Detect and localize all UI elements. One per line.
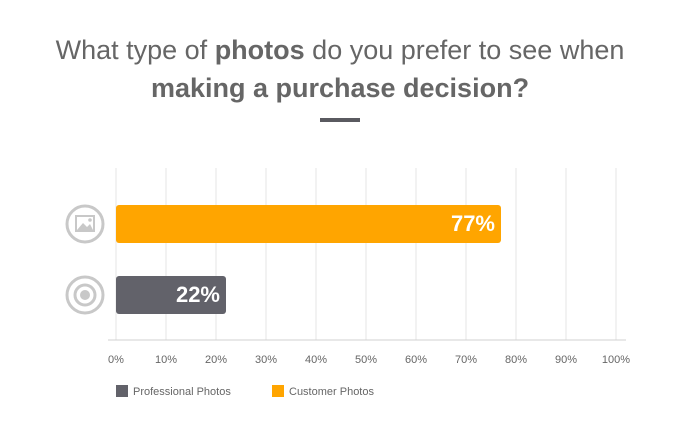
bar	[116, 276, 226, 314]
title-underline	[320, 118, 360, 122]
x-tick-label: 10%	[155, 354, 177, 366]
title-part: do you prefer to see when	[305, 35, 625, 65]
chart-title: What type of photos do you prefer to see…	[56, 35, 625, 65]
row-icon	[65, 204, 105, 244]
x-tick-label: 60%	[405, 354, 427, 366]
value-label: 77%	[451, 211, 495, 236]
title-part: photos	[215, 35, 305, 65]
x-tick-label: 50%	[355, 354, 377, 366]
x-tick-label: 80%	[505, 354, 527, 366]
title-part: What type of	[56, 35, 215, 65]
legend-label: Customer Photos	[289, 386, 374, 398]
x-tick-label: 100%	[602, 354, 630, 366]
value-label: 22%	[176, 282, 220, 307]
legend-swatch	[272, 385, 284, 397]
x-tick-label: 0%	[108, 354, 124, 366]
x-tick-label: 30%	[255, 354, 277, 366]
row-icon	[65, 275, 105, 315]
bar	[116, 205, 501, 243]
x-tick-label: 40%	[305, 354, 327, 366]
legend-label: Professional Photos	[133, 386, 231, 398]
x-tick-label: 70%	[455, 354, 477, 366]
x-tick-label: 90%	[555, 354, 577, 366]
legend-swatch	[116, 385, 128, 397]
chart-title: making a purchase decision?	[151, 73, 529, 103]
title-part: making a purchase decision?	[151, 73, 529, 103]
x-tick-label: 20%	[205, 354, 227, 366]
